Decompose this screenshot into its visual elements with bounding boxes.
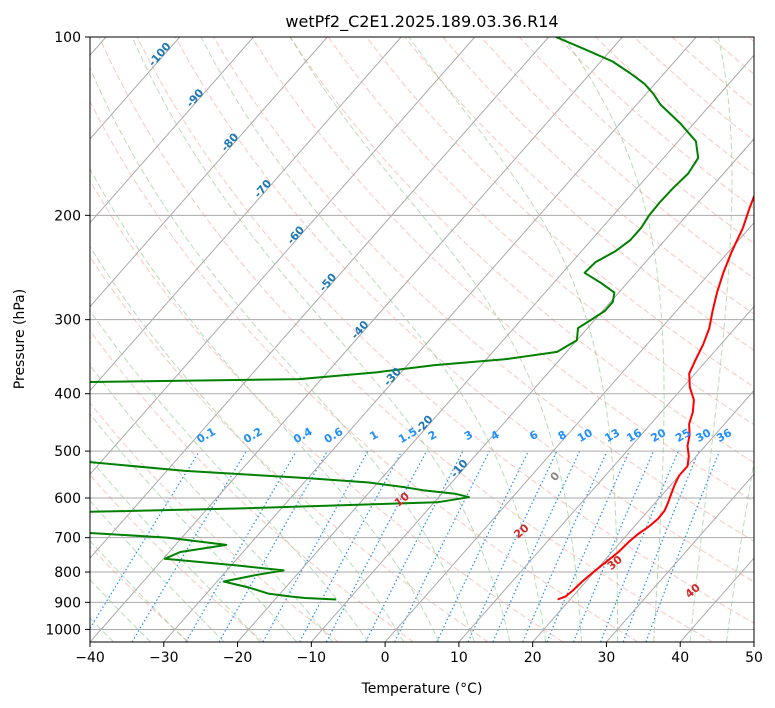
y-tick-label: 700 [54, 531, 81, 547]
y-tick-label: 200 [54, 208, 81, 224]
isotherm-gridline [90, 37, 181, 140]
x-tick-label: 40 [671, 650, 689, 666]
x-tick-label: −40 [75, 650, 105, 666]
y-tick-label: 900 [54, 595, 81, 611]
mixing-ratio-line [600, 450, 679, 642]
chart-title: wetPf2_C2E1.2025.189.03.36.R14 [285, 12, 558, 32]
isotherm-gridline [384, 222, 754, 642]
isotherm-gridline [606, 473, 754, 642]
isotherm-gridline [237, 54, 754, 642]
y-tick-label: 1000 [45, 622, 81, 638]
moist-adiabat-line [689, 37, 733, 642]
moist-adiabat-line [131, 37, 511, 642]
isotherm-gridline [90, 37, 254, 224]
dry-adiabat-line [136, 37, 754, 624]
mixing-ratio-line [218, 450, 328, 642]
moist-adiabat-line [200, 37, 547, 642]
moist-adiabat-line [90, 66, 475, 642]
moist-adiabat-line [289, 37, 582, 642]
y-tick-label: 800 [54, 565, 81, 581]
mixing-ratio-line [622, 450, 700, 642]
x-tick-label: 10 [450, 650, 468, 666]
mixing-ratio-line [90, 450, 200, 630]
dry-adiabat-line [174, 37, 754, 583]
x-tick-label: 20 [524, 650, 542, 666]
dry-adiabat-line [90, 255, 489, 642]
mixing-ratio-line [394, 450, 491, 642]
temperature-profile-line [557, 193, 754, 601]
dry-adiabat-line [90, 179, 564, 642]
moist-adiabat-line [563, 37, 665, 642]
dry-adiabat-line [442, 37, 754, 315]
isotherm-gridline [532, 389, 754, 642]
plot-area [90, 37, 754, 642]
mixing-ratio-line [522, 450, 608, 642]
x-tick-label: −10 [297, 650, 327, 666]
y-axis-label: Pressure (hPa) [12, 289, 28, 389]
dry-adiabat-line [90, 402, 339, 642]
dewpoint-profile-line [90, 37, 700, 601]
isotherm-gridline [90, 37, 328, 308]
isotherm-gridline [90, 37, 549, 559]
isotherm-gridline [163, 37, 697, 642]
moist-adiabat-line [90, 167, 440, 642]
moist-adiabat-line [90, 540, 188, 642]
mixing-ratio-line [365, 450, 464, 642]
dry-adiabat-line [289, 37, 754, 464]
moist-adiabat-line [408, 37, 619, 642]
isotherm-gridline [90, 37, 402, 392]
plot-frame [89, 36, 755, 643]
moist-adiabat-line [90, 457, 261, 642]
x-axis-label: Temperature (°C) [361, 681, 483, 697]
moist-adiabat-line [90, 499, 225, 642]
moist-adiabat-line [90, 364, 333, 642]
y-tick-label: 400 [54, 387, 81, 403]
mixing-ratio-line [299, 450, 403, 642]
y-tick-label: 600 [54, 491, 81, 507]
dry-adiabat-line [327, 37, 754, 426]
x-tick-label: 30 [598, 650, 616, 666]
axes: −40 −30 −20 −10 0 10 20 30 40 50 100 200 300 400 500 60… [45, 30, 763, 666]
moist-adiabat-line [726, 459, 754, 642]
y-tick-label: 300 [54, 313, 81, 329]
dry-adiabat-line [90, 100, 639, 642]
x-tick-label: 50 [745, 650, 763, 666]
moist-adiabat-line [90, 579, 151, 642]
y-tick-label: 500 [54, 444, 81, 460]
x-tick-label: −30 [149, 650, 179, 666]
x-tick-label: 0 [381, 650, 390, 666]
isotherm-gridline [90, 37, 623, 642]
y-tick-label: 100 [54, 30, 81, 46]
mixing-ratio-line [546, 450, 630, 642]
moist-adiabat-line [90, 309, 369, 642]
dry-adiabat-line [90, 474, 265, 642]
isotherm-gridline [90, 37, 476, 476]
mixing-ratio-line [645, 450, 721, 642]
mixing-ratio-line [262, 450, 369, 642]
isotherm-gridline [458, 305, 754, 642]
x-tick-label: −20 [223, 650, 253, 666]
